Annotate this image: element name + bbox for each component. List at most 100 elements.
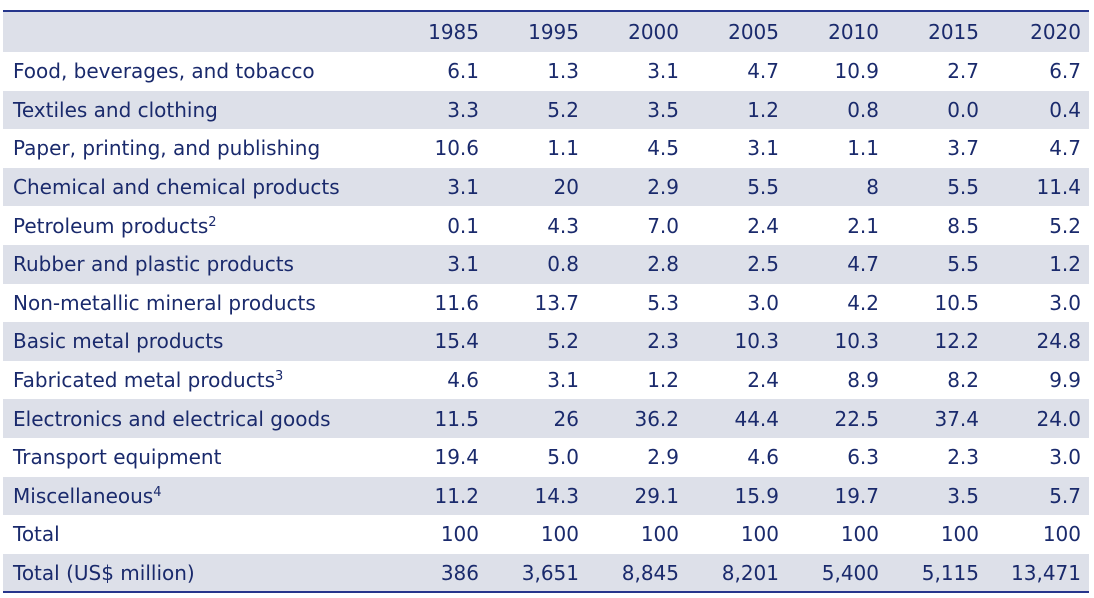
value-cell: 24.8 [1036,329,1081,354]
table-row: Electronics and electrical goods 11.5 26 36… [3,399,1089,438]
value-cell: 8.5 [947,213,979,238]
value-cell: 5.2 [547,97,579,122]
value-cell: 10.9 [834,59,879,84]
value-cell: 5.3 [647,290,679,315]
table-row: Textiles and clothing 3.3 5.2 3.5 1.2 0.8 0.0 0… [3,90,1089,130]
row-label: Petroleum products [13,213,209,238]
value-cell: 2.5 [747,252,779,277]
header-row: 1985 1995 2000 2005 2010 2015 2020 [3,11,1089,52]
value-cell: 100 [940,522,979,547]
value-cell: 5.5 [947,252,979,277]
value-cell: 1.3 [547,59,579,84]
row-label-cell: Paper, printing, and publishing [3,129,387,168]
value-cell: 2.9 [647,175,679,200]
value-cell: 10.5 [934,290,979,315]
data-table: 1985 1995 2000 2005 2010 2015 2020 Food, bever… [3,10,1089,593]
row-label: Transport equipment [13,445,222,470]
value-cell: 29.1 [634,483,679,508]
row-label: Food, beverages, and tobacco [13,59,315,84]
row-label-cell: Basic metal products [3,322,387,361]
value-cell: 2.3 [947,445,979,470]
value-cell: 0.8 [847,97,879,122]
row-label: Non-metallic mineral products [13,290,316,315]
row-label: Paper, printing, and publishing [13,136,321,161]
value-cell: 100 [440,522,479,547]
value-cell: 2.4 [747,213,779,238]
value-cell: 3.0 [747,290,779,315]
value-cell: 6.1 [447,59,479,84]
row-label-cell: Rubber and plastic products [3,245,387,284]
row-label-cell: Chemical and chemical products [3,168,387,207]
value-cell: 100 [840,522,879,547]
row-label: Basic metal products [13,329,224,354]
table-row: Basic metal products 15.4 5.2 2.3 10.3 10.3 12… [3,322,1089,361]
row-label-cell: Total (US$ million) [3,554,387,593]
table-row: Total 100 100 100 100 100 100 100 [3,515,1089,554]
header-cell-label [3,11,387,52]
header-cell-year: 2015 [928,20,979,44]
value-cell: 13.7 [534,290,579,315]
footnote-marker: 2 [208,214,217,230]
value-cell: 1.1 [547,136,579,161]
value-cell: 4.5 [647,136,679,161]
table-body: Food, beverages, and tobacco 6.1 1.3 3.1 4.7… [3,52,1089,593]
value-cell: 3.7 [947,136,979,161]
value-cell: 37.4 [934,406,979,431]
value-cell: 4.6 [747,445,779,470]
row-label: Rubber and plastic products [13,252,294,277]
row-label-cell: Textiles and clothing [3,91,387,130]
value-cell: 8.2 [947,368,979,393]
value-cell: 11.5 [434,406,479,431]
value-cell: 100 [1042,522,1081,547]
row-label: Total [13,522,60,547]
value-cell: 4.7 [747,59,779,84]
value-cell: 2.8 [647,252,679,277]
value-cell: 2.3 [647,329,679,354]
value-cell: 1.2 [747,97,779,122]
table-row: Chemical and chemical products 3.1 20 2.9 5.… [3,167,1089,207]
header-cell-year: 2000 [628,20,679,44]
table-row: Rubber and plastic products 3.1 0.8 2.8 2.5 4… [3,244,1089,284]
value-cell: 10.6 [434,136,479,161]
table-row: Petroleum products2 0.1 4.3 7.0 2.4 2.1 8.5 5.2 [3,206,1089,245]
value-cell: 1.1 [847,136,879,161]
value-cell: 4.2 [847,290,879,315]
row-label-cell: Electronics and electrical goods [3,399,387,438]
value-cell: 4.3 [547,213,579,238]
value-cell: 10.3 [834,329,879,354]
value-cell: 2.4 [747,368,779,393]
header-cell-year: 2005 [728,20,779,44]
value-cell: 7.0 [647,213,679,238]
value-cell: 19.7 [834,483,879,508]
value-cell: 0.0 [947,97,979,122]
value-cell: 5.2 [547,329,579,354]
value-cell: 26 [553,406,579,431]
row-label-cell: Fabricated metal products3 [3,361,387,400]
header-cell-year: 2020 [1030,20,1081,44]
value-cell: 3.3 [447,97,479,122]
value-cell: 4.6 [447,368,479,393]
value-cell: 36.2 [634,406,679,431]
footnote-marker: 4 [153,484,162,500]
table-header: 1985 1995 2000 2005 2010 2015 2020 [3,11,1089,52]
value-cell: 10.3 [734,329,779,354]
value-cell: 5.7 [1049,483,1081,508]
value-cell: 1.2 [647,368,679,393]
row-label: Chemical and chemical products [13,175,340,200]
row-label: Electronics and electrical goods [13,406,331,431]
row-label-cell: Total [3,515,387,554]
value-cell: 11.2 [434,483,479,508]
value-cell: 5.0 [547,445,579,470]
value-cell: 1.2 [1049,252,1081,277]
value-cell: 5.2 [1049,213,1081,238]
table-row: Paper, printing, and publishing 10.6 1.1 4.… [3,129,1089,168]
value-cell: 0.8 [547,252,579,277]
value-cell: 8,845 [621,560,679,585]
value-cell: 3.1 [547,368,579,393]
value-cell: 3.1 [447,252,479,277]
header-cell-year: 1985 [428,20,479,44]
value-cell: 100 [540,522,579,547]
row-label-cell: Non-metallic mineral products [3,284,387,323]
value-cell: 6.7 [1049,59,1081,84]
